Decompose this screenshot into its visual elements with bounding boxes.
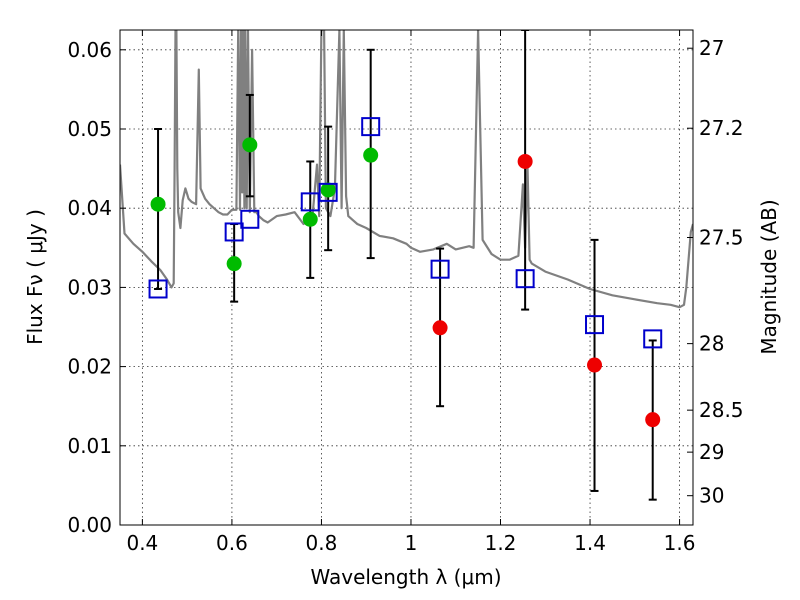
y-axis-label: Flux Fν ( μJy ) (23, 209, 47, 345)
observed-flux-point (302, 211, 318, 227)
x-axis-label: Wavelength λ (μm) (310, 565, 501, 589)
y-tick-label: 0.06 (67, 38, 112, 62)
observed-flux-point (432, 320, 448, 336)
y2-tick-label: 30 (699, 484, 724, 508)
observed-flux-point (363, 147, 379, 163)
y2-tick-label: 28.5 (699, 398, 744, 422)
observed-flux-point (320, 182, 336, 198)
y-tick-label: 0.04 (67, 196, 112, 220)
y2-tick-label: 27.2 (699, 116, 744, 140)
model-photometry-square (318, 182, 338, 202)
spectrum-layer (120, 30, 693, 309)
y2-tick-label: 28 (699, 332, 724, 356)
observed-flux-point (150, 196, 166, 212)
y-tick-label: 0.05 (67, 117, 112, 141)
y2-tick-label: 27 (699, 36, 724, 60)
y-tick-label: 0.02 (67, 355, 112, 379)
x-tick-label: 0.6 (216, 531, 248, 555)
observed-flux-point (226, 256, 242, 272)
model-photometry-square (361, 117, 381, 137)
x-tick-label: 1.4 (574, 531, 606, 555)
x-tick-label: 1.6 (664, 531, 696, 555)
y-axis-right: 27 27.2 27.5 28 28.5 29 30 (687, 36, 744, 508)
y-tick-label: 0.00 (67, 513, 112, 537)
model-photometry-square (148, 279, 168, 299)
observed-flux-point (645, 412, 661, 428)
observed-flux-point (587, 357, 603, 373)
grid-layer (120, 30, 693, 526)
model-photometry-square (643, 329, 663, 349)
observed-flux-point (517, 153, 533, 169)
y2-tick-label: 27.5 (699, 226, 744, 250)
square-layer (148, 117, 663, 349)
y-tick-label: 0.01 (67, 434, 112, 458)
model-spectrum-line (120, 30, 693, 309)
y2-tick-label: 29 (699, 440, 724, 464)
model-photometry-square (300, 192, 320, 212)
plot-frame (119, 29, 694, 526)
model-photometry-square (585, 315, 605, 335)
y2-axis-label: Magnitude (AB) (757, 199, 781, 354)
x-tick-label: 1 (405, 531, 418, 555)
y-axis-left: 0.00 0.01 0.02 0.03 0.04 0.05 0.06 (67, 38, 126, 537)
model-photometry-square (224, 222, 244, 242)
circle-layer (150, 137, 661, 428)
x-tick-label: 1.2 (485, 531, 517, 555)
x-tick-label: 0.4 (126, 531, 158, 555)
y-tick-label: 0.03 (67, 275, 112, 299)
observed-flux-point (242, 137, 258, 153)
model-photometry-square (430, 259, 450, 279)
x-axis: 0.4 0.6 0.8 1 1.2 1.4 1.6 (126, 30, 695, 555)
model-photometry-square (515, 269, 535, 289)
x-tick-label: 0.8 (306, 531, 338, 555)
model-photometry-square (240, 209, 260, 229)
